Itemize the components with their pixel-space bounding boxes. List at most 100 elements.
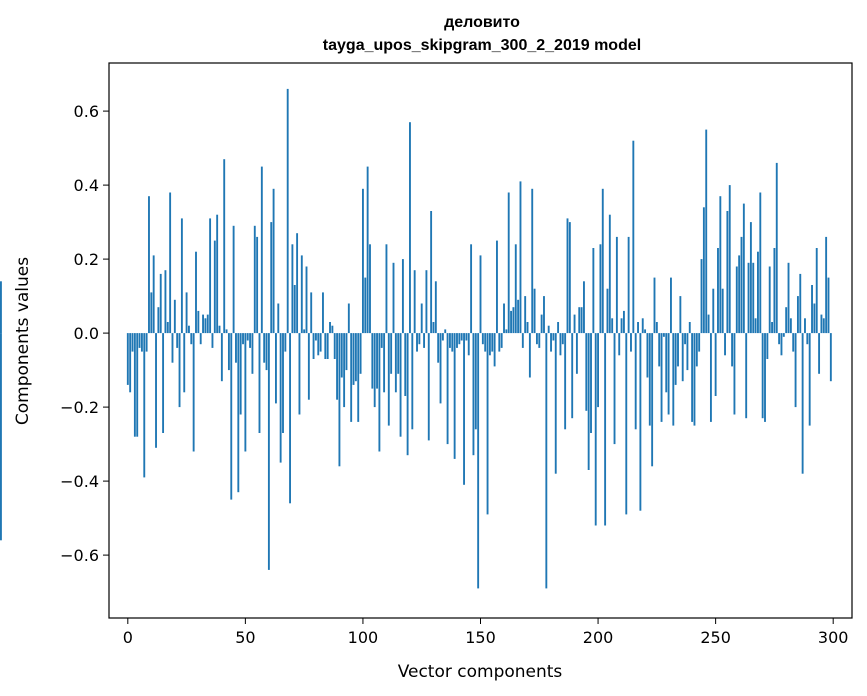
bar-264 [747,262,750,334]
bar-23 [180,218,183,334]
bar-195 [585,333,588,411]
bar-243 [698,333,701,352]
bar-137 [448,333,451,348]
bar-197 [590,333,592,433]
bar-224 [653,277,656,334]
bar-12 [155,333,157,448]
bar-97 [354,333,357,382]
bar-110 [385,244,388,334]
bar-undefined [0,333,2,541]
bar-133 [439,333,442,404]
bar-147 [472,333,475,456]
bar-255 [726,211,729,334]
bar-10 [150,292,153,334]
bar-222 [648,333,651,426]
bar-88 [333,333,336,359]
bar-184 [559,333,562,356]
bar-39 [218,325,221,334]
bar-14 [159,273,162,334]
bar-34 [206,314,209,334]
bar-30 [197,310,200,334]
bar-92 [343,333,346,408]
bar-166 [517,299,520,334]
bar-undefined [0,281,2,334]
bar-171 [528,333,531,378]
plot-frame [108,62,853,619]
bar-273 [768,266,771,334]
bar-38 [216,214,219,334]
bar-271 [764,333,766,422]
bar-178 [545,333,548,589]
bar-234 [677,333,679,367]
bar-201 [599,244,602,334]
bar-43 [227,333,230,371]
bar-65 [279,333,282,463]
bar-260 [738,255,741,334]
bar-83 [322,292,324,334]
bar-8 [145,333,148,352]
bar-4 [136,333,139,437]
bar-207 [613,333,616,445]
bar-164 [512,307,515,334]
bar-55 [256,236,259,334]
bar-272 [766,333,769,359]
bar-209 [618,333,621,356]
bar-35 [209,218,212,334]
bar-124 [418,333,421,345]
bar-248 [709,333,712,422]
bar-235 [679,296,682,334]
chart-subtitle: tayga_upos_skipgram_300_2_2019 model [323,37,641,54]
bar-127 [425,270,428,334]
bar-158 [498,333,501,352]
bar-67 [284,333,287,352]
bar-19 [171,333,174,363]
x-tick-label: 200 [583,628,614,647]
bar-2 [131,333,134,352]
bar-214 [630,333,632,352]
bar-241 [693,333,696,426]
bar-252 [719,196,722,334]
bar-259 [735,266,738,334]
bar-61 [270,222,273,334]
bar-82 [319,333,322,352]
bar-174 [535,333,538,345]
y-tick-label: 0.0 [74,324,99,343]
bar-71 [293,285,296,334]
bar-238 [686,333,689,371]
bar-183 [557,322,560,334]
bar-54 [253,225,256,334]
bar-75 [303,329,306,334]
bar-66 [282,333,284,433]
bar-297 [825,236,828,334]
bar-186 [564,333,567,430]
bar-181 [552,333,555,341]
bar-146 [470,244,473,334]
bar-80 [314,333,317,341]
bar-237 [684,333,687,345]
bar-177 [543,296,545,334]
bar-298 [827,277,830,334]
bar-28 [192,333,195,452]
bar-122 [413,270,416,334]
bar-129 [430,211,433,334]
bar-27 [190,333,193,345]
bar-167 [519,181,522,334]
bar-118 [404,333,407,396]
bar-143 [463,333,465,485]
bar-44 [230,333,233,500]
bar-172 [531,188,534,334]
bar-277 [778,333,781,345]
bar-98 [357,333,360,422]
bar-17 [166,322,169,334]
bar-130 [432,322,435,334]
bar-94 [347,303,350,334]
bar-274 [771,322,773,334]
bar-111 [387,333,390,426]
bar-115 [397,333,400,374]
bar-231 [670,277,672,334]
bar-253 [721,288,724,334]
y-tick-label: −0.4 [60,472,99,491]
bar-153 [486,333,489,515]
bar-219 [641,318,644,334]
